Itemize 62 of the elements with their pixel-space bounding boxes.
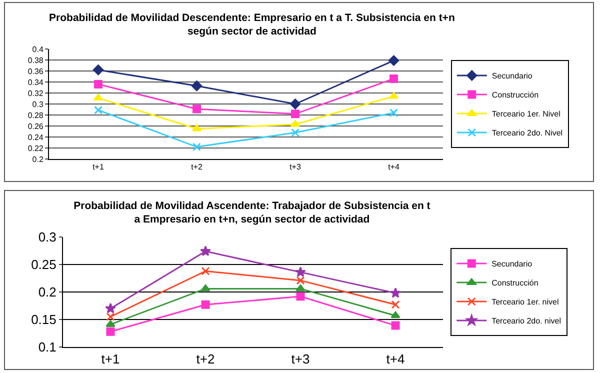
point	[201, 300, 210, 309]
y-tick-label: 0.2	[32, 154, 44, 164]
y-tick-label: 0.15	[31, 312, 56, 328]
legend-label: Construcción	[492, 278, 538, 288]
point	[296, 284, 306, 292]
legend-label: Secundario	[492, 260, 533, 269]
y-tick-label: 0.38	[28, 56, 44, 65]
y-tick-label: 0.3	[38, 230, 56, 245]
y-tick-label: 0.3	[32, 100, 44, 109]
point	[391, 321, 400, 330]
x-tick-label: t+2	[196, 352, 215, 367]
y-tick-label: 0.25	[31, 257, 56, 272]
point	[92, 64, 104, 76]
point	[191, 80, 202, 92]
y-tick-label: 0.22	[28, 144, 44, 153]
x-tick-label: t+4	[386, 352, 405, 367]
x-tick-label: t+1	[92, 162, 104, 172]
chart-title: Probabilidad de Movilidad Ascendente: Trabajador de Subsistencia en t a Empresario en t+n, según sector de actividad	[74, 200, 431, 226]
point	[390, 108, 398, 118]
legend-label: Terceario 2do. nivel	[492, 316, 562, 326]
x-tick-label: t+3	[290, 162, 302, 172]
x-tick-label: t+4	[388, 162, 400, 172]
point	[296, 276, 305, 285]
legend-label: Terceario 2do. Nivel	[492, 128, 563, 138]
point	[390, 287, 401, 298]
point	[391, 300, 400, 309]
point	[106, 312, 115, 321]
point	[295, 266, 306, 277]
legend-label: Terceario 1er. Nivel	[492, 110, 561, 119]
point	[388, 55, 400, 66]
x-tick-label: t+3	[291, 352, 310, 367]
point	[390, 74, 398, 83]
y-tick-label: 0.28	[28, 110, 44, 120]
point	[291, 110, 300, 118]
point	[390, 311, 400, 318]
point	[201, 266, 210, 276]
legend-label: Secundario	[492, 72, 533, 81]
point	[94, 106, 102, 114]
point	[296, 292, 305, 301]
y-tick-label: 0.34	[28, 78, 44, 87]
point	[106, 320, 116, 327]
y-tick-label: 0.36	[28, 66, 44, 76]
point	[106, 327, 115, 336]
y-tick-label: 0.32	[28, 88, 44, 98]
point	[192, 104, 201, 114]
point	[200, 284, 210, 292]
y-tick-label: 0.1	[38, 340, 56, 355]
point	[192, 142, 201, 152]
point	[94, 80, 102, 88]
y-tick-label: 0.4	[32, 44, 44, 54]
chart-title: Probabilidad de Movilidad Descendente: Empresario en t a T. Subsistencia en t+n según sector de actividad	[49, 12, 455, 38]
point	[291, 128, 300, 137]
y-tick-label: 0.26	[28, 122, 44, 131]
x-tick-label: t+1	[101, 352, 120, 367]
legend-label: Terceario 1er. nivel	[492, 298, 559, 307]
point	[290, 98, 301, 110]
point	[200, 246, 211, 256]
x-tick-label: t+2	[191, 162, 203, 172]
y-tick-label: 0.24	[28, 132, 44, 142]
y-tick-label: 0.2	[38, 284, 56, 300]
point	[105, 302, 116, 314]
legend-label: Construcción	[492, 90, 539, 100]
